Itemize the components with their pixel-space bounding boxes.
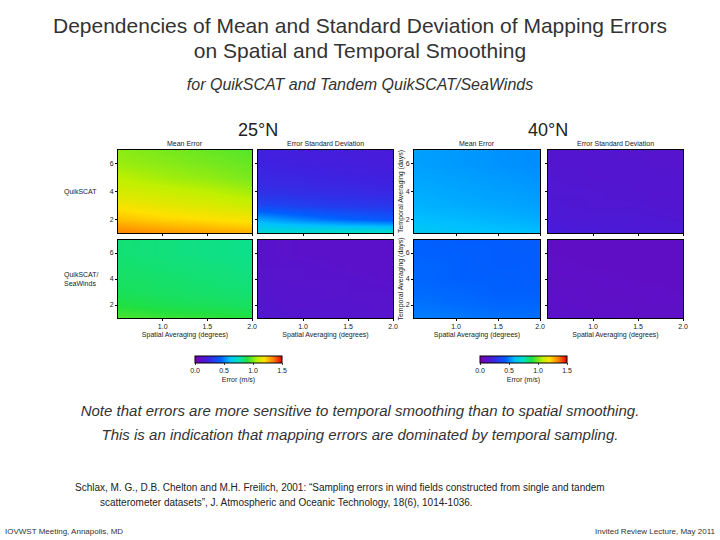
- svg-text:Mean Error: Mean Error: [459, 140, 495, 147]
- svg-text:6: 6: [110, 160, 114, 167]
- svg-text:0.5: 0.5: [504, 367, 514, 374]
- svg-text:Spatial Averaging (degrees): Spatial Averaging (degrees): [282, 331, 368, 339]
- html-text:Invited Review Lecture, May 20: Invited Review Lecture, May 2011: [595, 527, 715, 536]
- svg-text:2: 2: [406, 301, 410, 308]
- html-text:Schlax, M. G., D.B. Chelton an: Schlax, M. G., D.B. Chelton and M.H. Fre…: [75, 482, 605, 493]
- html-text:This is an indication that map: This is an indication that mapping error…: [101, 426, 619, 443]
- html-text:Note that errors are more sens: Note that errors are more sensitive to t…: [80, 402, 640, 419]
- svg-text:1.0: 1.0: [248, 367, 258, 374]
- svg-text:Spatial Averaging (degrees): Spatial Averaging (degrees): [434, 331, 520, 339]
- svg-text:4: 4: [406, 275, 410, 282]
- svg-text:2: 2: [110, 216, 114, 223]
- svg-text:0.5: 0.5: [219, 367, 229, 374]
- svg-text:1.0: 1.0: [298, 323, 308, 330]
- svg-text:Error (m/s): Error (m/s): [222, 376, 255, 384]
- html-text:for QuikSCAT and Tandem QuikSC: for QuikSCAT and Tandem QuikSCAT/SeaWind…: [186, 76, 534, 93]
- svg-text:Error Standard Deviation: Error Standard Deviation: [287, 140, 364, 147]
- svg-text:Error Standard Deviation: Error Standard Deviation: [577, 140, 654, 147]
- svg-text:Spatial Averaging (degrees): Spatial Averaging (degrees): [142, 331, 228, 339]
- html-text:Dependencies of Mean and Stand: Dependencies of Mean and Standard Deviat…: [53, 14, 667, 37]
- svg-text:2: 2: [406, 216, 410, 223]
- svg-text:1.0: 1.0: [451, 323, 461, 330]
- svg-text:4: 4: [110, 188, 114, 195]
- svg-text:0.0: 0.0: [190, 367, 200, 374]
- svg-text:2.0: 2.0: [535, 323, 545, 330]
- svg-text:1.5: 1.5: [202, 323, 212, 330]
- svg-text:1.0: 1.0: [588, 323, 598, 330]
- svg-text:1.0: 1.0: [533, 367, 543, 374]
- svg-text:6: 6: [406, 249, 410, 256]
- svg-text:4: 4: [406, 188, 410, 195]
- html-text:on Spatial and Temporal Smooth: on Spatial and Temporal Smoothing: [193, 39, 527, 62]
- svg-text:0.0: 0.0: [475, 367, 485, 374]
- html-text:IOVWST Meeting, Annapolis, MD: IOVWST Meeting, Annapolis, MD: [5, 527, 124, 536]
- svg-text:Error (m/s): Error (m/s): [507, 376, 540, 384]
- svg-text:2.0: 2.0: [388, 323, 398, 330]
- svg-text:Spatial Averaging (degrees): Spatial Averaging (degrees): [572, 331, 658, 339]
- svg-text:6: 6: [406, 160, 410, 167]
- svg-text:1.5: 1.5: [493, 323, 503, 330]
- svg-text:6: 6: [110, 249, 114, 256]
- svg-text:Mean Error: Mean Error: [167, 140, 203, 147]
- svg-text:1.5: 1.5: [562, 367, 572, 374]
- html-text:scatterometer datasets”, J. At: scatterometer datasets”, J. Atmospheric …: [100, 497, 473, 508]
- svg-text:2.0: 2.0: [678, 323, 688, 330]
- svg-text:25°N: 25°N: [238, 120, 278, 140]
- svg-text:2: 2: [110, 301, 114, 308]
- svg-text:QuikSCAT/SeaWinds: QuikSCAT/SeaWinds: [64, 271, 99, 287]
- svg-text:40°N: 40°N: [528, 120, 568, 140]
- svg-text:1.5: 1.5: [633, 323, 643, 330]
- svg-text:1.0: 1.0: [158, 323, 168, 330]
- svg-text:1.5: 1.5: [343, 323, 353, 330]
- svg-text:QuikSCAT: QuikSCAT: [64, 188, 97, 196]
- svg-text:Temporal Averaging (days): Temporal Averaging (days): [397, 150, 405, 233]
- svg-text:4: 4: [110, 275, 114, 282]
- svg-text:2.0: 2.0: [247, 323, 257, 330]
- svg-text:Temporal Averaging (days): Temporal Averaging (days): [397, 237, 405, 320]
- svg-text:1.5: 1.5: [277, 367, 287, 374]
